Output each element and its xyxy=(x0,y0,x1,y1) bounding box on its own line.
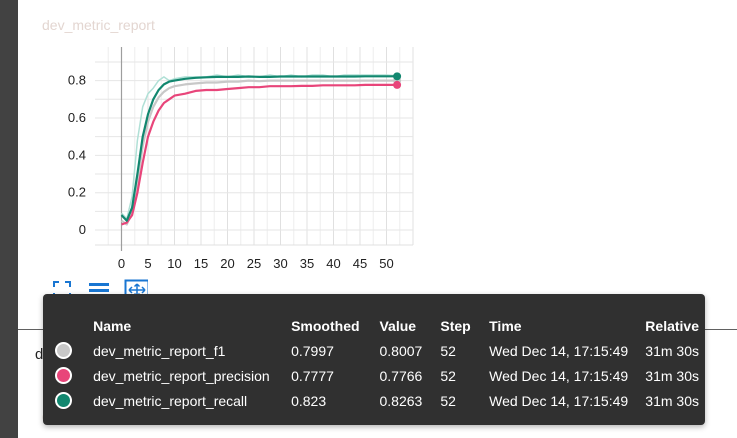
tooltip-swatch-cell xyxy=(55,363,93,388)
tooltip-value: 0.8007 xyxy=(379,342,423,359)
y-tick-label: 0.6 xyxy=(68,110,86,125)
y-tick-label: 0.4 xyxy=(68,147,86,162)
card-title: dev_metric_report xyxy=(42,17,155,33)
tooltip-smoothed: 0.7997 xyxy=(291,342,334,359)
tooltip-smoothed: 0.823 xyxy=(291,392,327,409)
tooltip-step: 52 xyxy=(440,342,456,359)
series-line xyxy=(120,75,398,222)
tooltip-step: 52 xyxy=(440,392,456,409)
y-tick-label: 0.2 xyxy=(68,185,86,200)
left-rail xyxy=(0,0,18,438)
series-line xyxy=(121,83,398,226)
tooltip-series-name: dev_metric_report_recall xyxy=(93,392,248,409)
x-tick-label: 20 xyxy=(220,256,234,271)
series-line xyxy=(120,79,398,226)
tooltip-time: Wed Dec 14, 17:15:49 xyxy=(489,342,629,359)
x-tick-label: 40 xyxy=(326,256,340,271)
tooltip-header-time: Time xyxy=(489,318,522,334)
tooltip-swatch-cell xyxy=(55,338,93,363)
series-line xyxy=(120,74,398,220)
tooltip-value: 0.8263 xyxy=(379,392,423,409)
tooltip-series-name: dev_metric_report_f1 xyxy=(93,342,226,359)
tooltip-row: dev_metric_report_recall 0.823 0.8263 52… xyxy=(55,388,705,413)
tooltip-swatch-cell xyxy=(55,388,93,413)
tooltip-header-name: Name xyxy=(93,318,132,334)
tooltip-header-row: Name Smoothed Value Step Time Relative xyxy=(55,314,705,338)
y-tick-label: 0 xyxy=(79,222,86,237)
tooltip-row: dev_metric_report_precision 0.7777 0.776… xyxy=(55,363,705,388)
fullscreen-button[interactable] xyxy=(50,279,74,301)
tooltip-header-color xyxy=(55,314,93,338)
chart-area[interactable]: 0 5 10 15 20 25 30 35 40 45 50 0 0.2 0.4 0.6 0.8 xyxy=(40,40,420,275)
tooltip-time: Wed Dec 14, 17:15:49 xyxy=(489,367,629,384)
chart-tooltip: Name Smoothed Value Step Time Relative d… xyxy=(43,294,705,425)
tooltip-step: 52 xyxy=(440,367,456,384)
tooltip-smoothed: 0.7777 xyxy=(291,367,334,384)
series-color-dot xyxy=(55,367,72,385)
series-color-dot xyxy=(55,342,72,360)
tooltip-header-step: Step xyxy=(440,318,471,334)
x-tick-label: 5 xyxy=(144,256,151,271)
y-tick-label: 0.8 xyxy=(68,73,86,88)
fullscreen-icon xyxy=(53,281,71,299)
x-tick-label: 50 xyxy=(379,256,393,271)
tooltip-series-name: dev_metric_report_precision xyxy=(93,367,270,384)
tooltip-value: 0.7766 xyxy=(379,367,423,384)
series-end-marker xyxy=(393,72,402,81)
tooltip-header-value: Value xyxy=(379,318,417,334)
x-tick-label: 10 xyxy=(167,256,181,271)
series-color-dot xyxy=(55,392,72,410)
tooltip-relative: 31m 30s xyxy=(645,392,699,409)
tooltip-table: Name Smoothed Value Step Time Relative d… xyxy=(55,314,705,413)
x-tick-label: 25 xyxy=(247,256,261,271)
tooltip-time: Wed Dec 14, 17:15:49 xyxy=(489,392,629,409)
tooltip-row: dev_metric_report_f1 0.7997 0.8007 52 We… xyxy=(55,338,705,363)
tooltip-relative: 31m 30s xyxy=(645,367,699,384)
tooltip-header-relative: Relative xyxy=(645,318,699,334)
x-tick-label: 35 xyxy=(300,256,314,271)
x-tick-label: 45 xyxy=(353,256,367,271)
x-tick-label: 0 xyxy=(118,256,125,271)
x-tick-label: 15 xyxy=(194,256,208,271)
series-end-marker xyxy=(393,80,402,89)
line-chart[interactable]: 0 5 10 15 20 25 30 35 40 45 50 0 0.2 0.4 0.6 0.8 xyxy=(40,40,420,275)
tooltip-header-smoothed: Smoothed xyxy=(291,318,360,334)
tooltip-relative: 31m 30s xyxy=(645,342,699,359)
x-tick-label: 30 xyxy=(273,256,287,271)
